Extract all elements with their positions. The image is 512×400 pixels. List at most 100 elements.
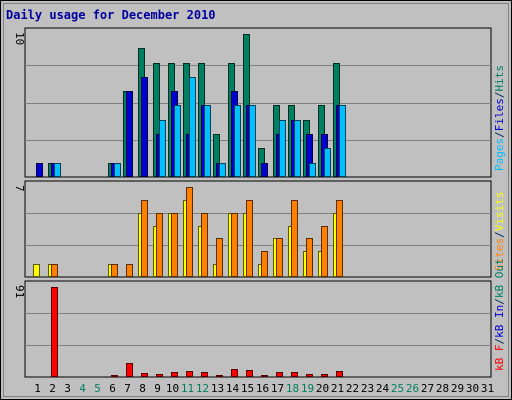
x-tick-label: 24 [376,382,390,395]
bar-kb-f-day-7 [126,363,133,377]
x-tick-label: 11 [181,382,194,395]
x-tick-label: 1 [34,382,41,395]
inner-border [3,3,509,397]
x-tick-label: 27 [421,382,434,395]
x-tick-label: 17 [271,382,284,395]
axis-legend-part: kB F [493,345,506,372]
bar-pages-day-19 [309,163,316,177]
panel-axis-legend: Sites/Visits [493,192,506,272]
axis-legend-part: / [493,92,506,99]
x-tick-label: 8 [139,382,146,395]
x-tick-label: 4 [79,382,86,395]
panel-axis-legend: kB F/kB In/kB Out [493,258,506,371]
bar-files-day-16 [261,163,268,177]
bar-pages-day-20 [324,148,331,177]
bar-kb-f-day-2 [51,287,58,377]
x-tick-label: 12 [196,382,209,395]
axis-legend-part: Sites [493,238,506,271]
bar-pages-day-14 [234,105,241,177]
x-tick-label: 10 [166,382,179,395]
chart-title: Daily usage for December 2010 [6,8,216,22]
bar-pages-day-11 [189,77,196,177]
bar-sites-day-11 [186,187,193,277]
bar-pages-day-13 [219,163,226,177]
bar-kb-f-day-15 [246,370,253,377]
bar-kb-f-day-6 [111,375,118,377]
axis-legend-part: Pages [493,138,506,171]
axis-legend-part: Visits [493,192,506,232]
bar-kb-f-day-21 [336,371,343,377]
x-tick-label: 31 [481,382,494,395]
bar-kb-f-day-12 [201,372,208,377]
bar-pages-day-12 [204,105,211,177]
x-tick-label: 2 [49,382,56,395]
panel-visits: 7 Sites/Visits [13,180,506,278]
bar-pages-day-10 [174,105,181,177]
bar-sites-day-16 [261,251,268,277]
bar-kb-f-day-18 [291,372,298,377]
x-tick-label: 15 [241,382,254,395]
bar-sites-day-13 [216,238,223,277]
bar-sites-day-19 [306,238,313,277]
x-tick-label: 23 [361,382,374,395]
bar-sites-day-9 [156,213,163,277]
bar-kb-f-day-16 [261,375,268,377]
bar-pages-day-18 [294,120,301,177]
x-tick-label: 5 [94,382,101,395]
axis-legend-part: / [493,298,506,305]
x-tick-label: 18 [286,382,299,395]
x-tick-label: 28 [436,382,449,395]
bar-kb-f-day-11 [186,371,193,377]
x-tick-label: 21 [331,382,344,395]
x-tick-label: 29 [451,382,464,395]
bar-sites-day-18 [291,200,298,277]
panel-frame [24,280,492,378]
bar-sites-day-15 [246,200,253,277]
x-tick-label: 26 [406,382,419,395]
bar-sites-day-2 [51,264,58,277]
bar-sites-day-20 [321,226,328,277]
x-tick-label: 14 [226,382,240,395]
bar-kb-f-day-10 [171,372,178,377]
bar-pages-day-17 [279,120,286,177]
bar-pages-day-2 [54,163,61,177]
bar-pages-day-6 [114,163,121,177]
x-tick-label: 25 [391,382,404,395]
bar-pages-day-9 [159,120,166,177]
x-tick-label: 13 [211,382,224,395]
bar-kb-f-day-8 [141,373,148,377]
axis-legend-part: kB Out [493,258,506,298]
x-tick-label: 19 [301,382,314,395]
axis-legend-part: Files [493,98,506,131]
axis-legend-part: / [493,231,506,238]
axis-legend-part: Hits [493,65,506,92]
bar-files-day-8 [141,77,148,177]
axis-legend-part: / [493,131,506,138]
bar-sites-day-8 [141,200,148,277]
x-tick-label: 20 [316,382,329,395]
bar-kb-f-day-20 [321,374,328,377]
bar-files-day-1 [36,163,43,177]
axis-legend-part: / [493,338,506,345]
bar-sites-day-7 [126,264,133,277]
x-tick-label: 6 [109,382,116,395]
bar-kb-f-day-14 [231,369,238,377]
bar-sites-day-17 [276,238,283,277]
panel-axis-legend: Pages/Files/Hits [493,65,506,171]
axis-legend-part: kB In [493,305,506,338]
bar-pages-day-15 [249,105,256,177]
bar-files-day-7 [126,91,133,177]
panel-scale-label: 91 [13,285,26,298]
bar-sites-day-10 [171,213,178,277]
x-tick-label: 7 [124,382,131,395]
bar-sites-day-14 [231,213,238,277]
x-tick-label: 16 [256,382,269,395]
bar-kb-f-day-19 [306,374,313,377]
bar-kb-f-day-13 [216,375,223,377]
x-tick-label: 3 [64,382,71,395]
bar-visits-day-1 [33,264,40,277]
bar-kb-f-day-9 [156,374,163,377]
